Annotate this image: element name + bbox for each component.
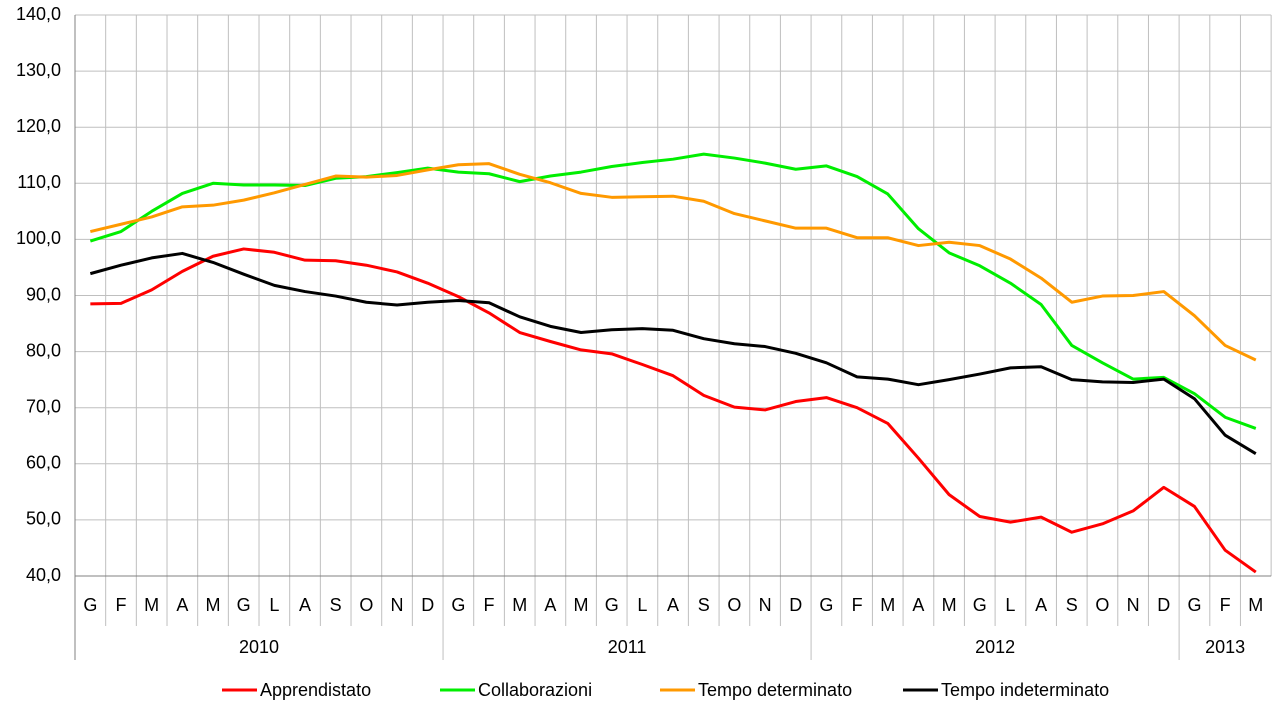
x-tick-label: N [391, 595, 404, 615]
y-tick-label: 80,0 [26, 340, 61, 360]
y-tick-label: 130,0 [16, 60, 61, 80]
y-tick-label: 70,0 [26, 396, 61, 416]
y-tick-label: 60,0 [26, 453, 61, 473]
legend-label: Collaborazioni [478, 680, 592, 700]
x-tick-label: S [698, 595, 710, 615]
x-tick-label: D [1157, 595, 1170, 615]
y-tick-label: 110,0 [17, 172, 61, 192]
x-tick-label: L [637, 595, 647, 615]
x-tick-label: O [1095, 595, 1109, 615]
x-tick-label: G [451, 595, 465, 615]
y-tick-label: 120,0 [16, 116, 61, 136]
x-tick-label: A [299, 595, 311, 615]
x-tick-label: G [605, 595, 619, 615]
y-tick-label: 50,0 [26, 509, 61, 529]
y-tick-label: 40,0 [26, 565, 61, 585]
x-tick-label: G [1187, 595, 1201, 615]
x-tick-label: G [83, 595, 97, 615]
group-label: 2012 [975, 637, 1015, 657]
x-tick-label: A [176, 595, 188, 615]
x-tick-label: D [789, 595, 802, 615]
x-tick-label: O [727, 595, 741, 615]
series-line [89, 152, 1257, 430]
x-tick-label: S [1066, 595, 1078, 615]
x-tick-label: A [1035, 595, 1047, 615]
x-tick-label: O [359, 595, 373, 615]
legend-label: Tempo determinato [698, 680, 852, 700]
group-label: 2013 [1205, 637, 1245, 657]
x-tick-label: M [512, 595, 527, 615]
x-tick-label: G [973, 595, 987, 615]
x-tick-label: M [144, 595, 159, 615]
x-tick-label: M [206, 595, 221, 615]
series-line [90, 247, 1257, 574]
y-tick-label: 140,0 [16, 4, 61, 24]
x-tick-label: N [1127, 595, 1140, 615]
legend-label: Tempo indeterminato [941, 680, 1109, 700]
x-tick-label: A [912, 595, 924, 615]
group-label: 2011 [608, 637, 647, 657]
x-tick-label: L [269, 595, 279, 615]
x-tick-label: F [1220, 595, 1231, 615]
series-line [89, 251, 1257, 455]
x-tick-label: S [330, 595, 342, 615]
series-line [89, 162, 1257, 362]
y-tick-label: 100,0 [16, 228, 61, 248]
x-tick-label: M [880, 595, 895, 615]
x-tick-label: A [667, 595, 679, 615]
y-tick-label: 90,0 [26, 284, 61, 304]
x-tick-label: F [484, 595, 495, 615]
legend-label: Apprendistato [260, 680, 371, 700]
x-tick-label: A [544, 595, 556, 615]
x-tick-label: L [1005, 595, 1015, 615]
x-tick-label: N [759, 595, 772, 615]
x-tick-label: M [942, 595, 957, 615]
x-tick-label: G [819, 595, 833, 615]
x-tick-label: D [421, 595, 434, 615]
x-tick-label: G [237, 595, 251, 615]
x-tick-label: F [852, 595, 863, 615]
x-tick-label: M [574, 595, 589, 615]
group-label: 2010 [239, 637, 279, 657]
x-tick-label: M [1248, 595, 1263, 615]
x-tick-label: F [116, 595, 127, 615]
